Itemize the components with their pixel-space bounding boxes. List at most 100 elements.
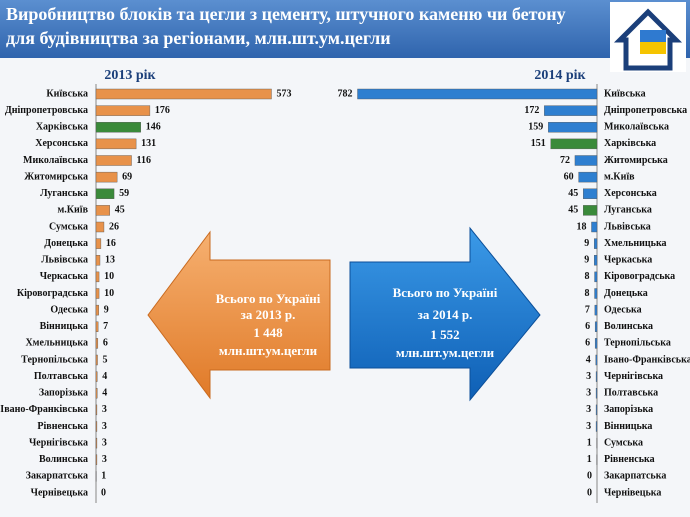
category-label: Рівненська — [37, 421, 88, 432]
category-label: Кіровоградська — [604, 271, 675, 282]
value-label: 176 — [155, 105, 170, 116]
value-label: 9 — [104, 304, 109, 315]
bar — [95, 155, 132, 166]
value-label: 0 — [101, 487, 106, 498]
value-label: 45 — [568, 188, 578, 199]
value-label: 7 — [103, 321, 108, 332]
bar — [595, 421, 598, 432]
category-label: Хмельницька — [604, 238, 667, 249]
value-label: 5 — [103, 354, 108, 365]
bar — [95, 171, 118, 183]
value-label: 3 — [586, 388, 591, 399]
value-label: 1 — [587, 454, 592, 465]
category-label: Запорізька — [604, 404, 653, 415]
value-label: 0 — [587, 471, 592, 482]
arrow-text: млн.шт.ум.цегли — [219, 343, 318, 358]
bar — [95, 188, 115, 199]
arrow-text: 1 448 — [253, 325, 283, 340]
bar — [594, 338, 598, 349]
category-label: Кіровоградська — [17, 288, 88, 299]
category-label: Чернігівська — [29, 437, 88, 448]
category-label: Луганська — [604, 205, 652, 216]
bar — [95, 238, 102, 249]
category-label: Волинська — [604, 321, 653, 332]
bar — [594, 271, 598, 283]
bar — [95, 105, 151, 116]
bar — [594, 238, 598, 249]
value-label: 0 — [587, 487, 592, 498]
bar — [578, 171, 598, 183]
category-label: Львівська — [604, 221, 651, 232]
category-label: Львівська — [41, 255, 88, 266]
category-label: Черкаська — [604, 255, 652, 266]
category-label: Луганська — [40, 188, 88, 199]
arrow-text: 1 552 — [430, 327, 459, 342]
value-label: 6 — [585, 338, 590, 349]
bar — [95, 338, 99, 349]
category-label: Харківська — [36, 122, 88, 133]
value-label: 18 — [576, 221, 586, 232]
bar — [95, 122, 141, 133]
value-label: 151 — [531, 138, 546, 149]
bar — [583, 188, 598, 199]
category-label: Київська — [604, 88, 646, 99]
series-label: 2014 рік — [534, 68, 586, 83]
value-label: 1 — [101, 471, 106, 482]
category-label: Київська — [46, 88, 88, 99]
bar — [594, 321, 598, 332]
arrow-2014 — [349, 226, 541, 402]
bar — [95, 205, 110, 216]
value-label: 72 — [560, 155, 570, 166]
bar — [595, 354, 598, 366]
bar — [95, 304, 99, 316]
category-label: Донецька — [44, 238, 88, 249]
header — [0, 0, 690, 58]
bar — [95, 404, 98, 416]
value-label: 116 — [137, 155, 151, 166]
value-label: 131 — [141, 138, 156, 149]
category-label: Волинська — [39, 454, 88, 465]
category-label: Хмельницька — [25, 338, 88, 349]
value-label: 3 — [586, 404, 591, 415]
category-label: Житомирська — [604, 155, 668, 166]
category-label: Херсонська — [604, 188, 657, 199]
bar — [95, 271, 100, 283]
value-label: 59 — [119, 188, 129, 199]
arrow-text: за 2013 р. — [241, 307, 296, 322]
value-label: 7 — [585, 304, 590, 315]
category-label: Одеська — [604, 304, 642, 315]
bar — [95, 371, 98, 382]
category-label: м.Київ — [604, 171, 635, 182]
bar — [544, 105, 598, 116]
value-label: 60 — [564, 171, 574, 182]
bar — [594, 255, 598, 266]
bar — [95, 288, 100, 299]
bar — [95, 255, 101, 266]
value-label: 16 — [106, 238, 116, 249]
value-label: 3 — [102, 454, 107, 465]
category-label: Сумська — [49, 221, 88, 232]
category-label: Сумська — [604, 437, 643, 448]
value-label: 172 — [524, 105, 539, 116]
value-label: 13 — [105, 255, 115, 266]
bar — [591, 221, 598, 233]
bar — [95, 321, 99, 332]
category-label: Миколаївська — [23, 155, 88, 166]
value-label: 4 — [102, 388, 107, 399]
value-label: 1 — [587, 437, 592, 448]
arrow-text: Всього по Україні — [216, 291, 321, 306]
series-label: 2013 рік — [104, 68, 156, 83]
bar — [95, 88, 272, 100]
bar — [595, 388, 598, 399]
bar — [95, 221, 105, 233]
arrow-2013 — [147, 230, 331, 400]
bar — [95, 138, 137, 150]
value-label: 3 — [586, 371, 591, 382]
value-label: 3 — [102, 404, 107, 415]
bar — [95, 454, 98, 465]
category-label: Чернівецька — [31, 487, 88, 498]
arrow-text: за 2014 р. — [418, 307, 473, 322]
bar — [594, 304, 598, 316]
